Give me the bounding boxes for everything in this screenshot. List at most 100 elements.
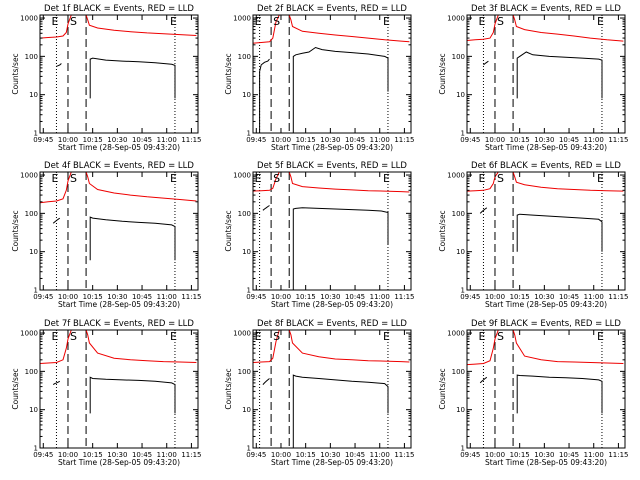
- x-tick-label: 11:00: [584, 136, 604, 144]
- y-axis-label: Counts/sec: [11, 53, 20, 94]
- y-tick-label: 1: [461, 287, 465, 295]
- lld-series-line: [252, 14, 410, 44]
- x-tick-label: 10:30: [320, 136, 340, 144]
- marker-e-start: E: [255, 330, 262, 343]
- marker-e-end: E: [170, 330, 177, 343]
- x-tick-label: 10:45: [345, 293, 365, 301]
- y-tick-label: 100: [452, 210, 465, 218]
- y-tick-label: 1000: [447, 15, 465, 23]
- y-tick-label: 10: [242, 406, 251, 414]
- x-tick-label: 11:15: [608, 451, 628, 459]
- x-tick-label: 10:45: [559, 451, 579, 459]
- marker-e-start: E: [255, 172, 262, 185]
- x-tick-label: 10:15: [296, 451, 316, 459]
- y-axis-label: Counts/sec: [224, 53, 233, 94]
- marker-e-end: E: [170, 15, 177, 28]
- events-series-line: [516, 213, 603, 252]
- y-axis-label: Counts/sec: [11, 368, 20, 409]
- marker-e-start: E: [478, 330, 485, 343]
- x-tick-label: 11:15: [394, 293, 414, 301]
- events-series-line: [52, 380, 61, 386]
- y-axis-label: Counts/sec: [438, 53, 447, 94]
- x-tick-label: 10:30: [107, 451, 127, 459]
- events-series-line: [262, 378, 270, 385]
- x-tick-label: 10:00: [271, 136, 291, 144]
- x-axis-label: Start Time (28-Sep-05 09:43:20): [271, 458, 393, 467]
- x-tick-label: 10:00: [271, 293, 291, 301]
- y-tick-label: 1000: [20, 330, 38, 338]
- x-tick-label: 09:45: [460, 451, 480, 459]
- y-tick-label: 1000: [447, 172, 465, 180]
- marker-e-end: E: [597, 15, 604, 28]
- panel-title: Det 4f BLACK = Events, RED = LLD: [44, 161, 194, 171]
- y-tick-label: 100: [25, 53, 38, 61]
- marker-s: S: [497, 15, 504, 28]
- y-tick-label: 100: [238, 53, 251, 61]
- y-tick-label: 100: [25, 368, 38, 376]
- events-series-line: [89, 216, 176, 261]
- x-tick-label: 11:15: [181, 451, 201, 459]
- y-tick-label: 1000: [447, 330, 465, 338]
- y-tick-label: 1000: [233, 172, 251, 180]
- x-tick-label: 11:00: [157, 451, 177, 459]
- plot-frame: [252, 171, 412, 291]
- x-tick-label: 10:15: [510, 451, 530, 459]
- x-tick-label: 09:45: [33, 293, 53, 301]
- y-axis-label: Counts/sec: [438, 368, 447, 409]
- y-tick-label: 1: [34, 130, 38, 138]
- events-series-line: [292, 46, 389, 133]
- x-tick-label: 10:30: [534, 451, 554, 459]
- x-tick-label: 11:00: [370, 293, 390, 301]
- x-tick-label: 10:45: [559, 293, 579, 301]
- panel-title: Det 6f BLACK = Events, RED = LLD: [471, 161, 621, 171]
- x-axis-label: Start Time (28-Sep-05 09:43:20): [271, 300, 393, 309]
- x-tick-label: 11:00: [370, 136, 390, 144]
- x-tick-label: 10:00: [271, 451, 291, 459]
- y-tick-label: 10: [29, 91, 38, 99]
- y-tick-label: 100: [25, 210, 38, 218]
- x-tick-label: 10:30: [107, 293, 127, 301]
- events-series-line: [262, 205, 270, 211]
- panel-title: Det 9f BLACK = Events, RED = LLD: [471, 319, 621, 329]
- x-axis-label: Start Time (28-Sep-05 09:43:20): [58, 458, 180, 467]
- plot-frame: [466, 171, 626, 291]
- x-axis-label: Start Time (28-Sep-05 09:43:20): [485, 300, 607, 309]
- x-tick-label: 10:45: [345, 136, 365, 144]
- y-tick-label: 1000: [233, 15, 251, 23]
- y-axis-label: Counts/sec: [224, 368, 233, 409]
- x-tick-label: 09:45: [246, 136, 266, 144]
- marker-e-start: E: [478, 172, 485, 185]
- x-tick-label: 10:15: [510, 293, 530, 301]
- plot-frame: [39, 329, 199, 449]
- events-series-line: [89, 57, 176, 99]
- x-tick-label: 10:30: [534, 136, 554, 144]
- x-axis-label: Start Time (28-Sep-05 09:43:20): [58, 143, 180, 152]
- marker-s: S: [70, 330, 77, 343]
- x-tick-label: 09:45: [33, 451, 53, 459]
- marker-e-end: E: [383, 330, 390, 343]
- marker-e-end: E: [597, 330, 604, 343]
- marker-e-start: E: [255, 15, 262, 28]
- y-tick-label: 100: [452, 368, 465, 376]
- plot-frame: [466, 14, 626, 134]
- x-tick-label: 11:00: [584, 293, 604, 301]
- x-tick-label: 10:45: [345, 451, 365, 459]
- x-tick-label: 10:30: [107, 136, 127, 144]
- events-series-line: [479, 207, 488, 214]
- marker-s: S: [497, 172, 504, 185]
- panel-title: Det 2f BLACK = Events, RED = LLD: [257, 4, 407, 14]
- marker-s: S: [70, 15, 77, 28]
- x-tick-label: 11:00: [157, 136, 177, 144]
- x-tick-label: 11:00: [370, 451, 390, 459]
- events-series-line: [292, 374, 389, 448]
- events-series-line: [259, 58, 270, 133]
- y-tick-label: 10: [29, 248, 38, 256]
- events-series-line: [479, 376, 488, 384]
- x-tick-label: 11:00: [157, 293, 177, 301]
- x-tick-label: 10:45: [132, 451, 152, 459]
